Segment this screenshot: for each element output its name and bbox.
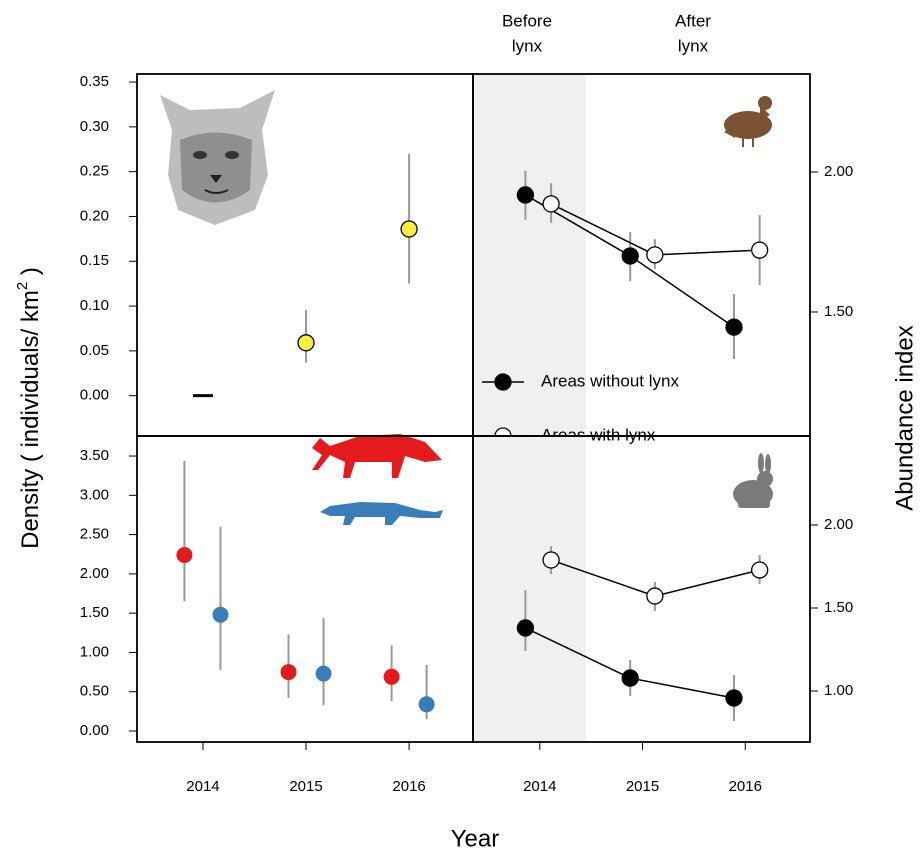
y-tick-label: 0.50 bbox=[80, 683, 109, 700]
annotation: lynx bbox=[678, 36, 709, 55]
point bbox=[647, 247, 663, 263]
point bbox=[212, 607, 228, 623]
point bbox=[316, 666, 332, 682]
y-tick-label: 1.50 bbox=[80, 604, 109, 621]
y-tick-label: 1.50 bbox=[824, 303, 853, 320]
legend-label: Areas without lynx bbox=[541, 371, 679, 390]
point bbox=[517, 187, 533, 203]
y-tick-label: 0.25 bbox=[80, 163, 109, 180]
lynx-icon bbox=[160, 90, 275, 225]
rabbit-icon bbox=[733, 453, 773, 508]
y-tick-label: 0.35 bbox=[80, 73, 109, 90]
y-tick-label: 0.05 bbox=[80, 342, 109, 359]
legend-marker bbox=[495, 374, 511, 390]
mongoose-icon bbox=[320, 502, 443, 525]
x-tick-label: 2016 bbox=[729, 778, 762, 795]
shade-region bbox=[473, 436, 586, 742]
y-tick-label: 0.30 bbox=[80, 118, 109, 135]
figure: 0.00 0.05 0.10 0.15 0.20 0.25 0.30 0.35 1.50 2.00… bbox=[0, 0, 920, 854]
fox-icon bbox=[312, 434, 442, 478]
annotation: After bbox=[675, 11, 711, 30]
y-tick-label: 3.00 bbox=[80, 486, 109, 503]
point bbox=[401, 221, 417, 237]
y-tick-label: 2.00 bbox=[80, 565, 109, 582]
point bbox=[517, 620, 533, 636]
y-tick-label: 1.00 bbox=[824, 682, 853, 699]
point bbox=[543, 196, 559, 212]
x-tick-label: 2015 bbox=[289, 778, 322, 795]
x-tick-label: 2016 bbox=[392, 778, 425, 795]
y-tick-label: 1.00 bbox=[80, 643, 109, 660]
point bbox=[281, 664, 297, 680]
y2-axis-label: Abundance index bbox=[891, 325, 918, 510]
y-tick-label: 0.00 bbox=[80, 722, 109, 739]
x-axis-label: Year bbox=[451, 825, 500, 852]
y-tick-label: 3.50 bbox=[80, 447, 109, 464]
point bbox=[622, 670, 638, 686]
partridge-icon bbox=[724, 96, 772, 147]
annotation: lynx bbox=[512, 36, 543, 55]
x-tick-label: 2014 bbox=[186, 778, 219, 795]
y-tick-label: 0.00 bbox=[80, 387, 109, 404]
y-tick-label: 0.15 bbox=[80, 252, 109, 269]
y-tick-label: 1.50 bbox=[824, 599, 853, 616]
y-tick-label: 2.00 bbox=[824, 163, 853, 180]
x-tick-label: 2015 bbox=[626, 778, 659, 795]
y-tick-label: 0.20 bbox=[80, 207, 109, 224]
point bbox=[752, 562, 768, 578]
annotation: Before bbox=[502, 11, 552, 30]
point bbox=[543, 552, 559, 568]
y-axis-label: Density ( individuals/ km2 ) bbox=[14, 267, 44, 549]
point bbox=[298, 335, 314, 351]
point bbox=[622, 248, 638, 264]
y-tick-label: 0.10 bbox=[80, 297, 109, 314]
point bbox=[752, 242, 768, 258]
panel-frame bbox=[137, 436, 473, 742]
point bbox=[726, 319, 742, 335]
y-axis-label-sup: 2 bbox=[14, 282, 31, 290]
point bbox=[647, 588, 663, 604]
point bbox=[726, 690, 742, 706]
y-axis-label-text: Density ( individuals/ km bbox=[17, 290, 44, 549]
point bbox=[176, 547, 192, 563]
x-tick-label: 2014 bbox=[523, 778, 556, 795]
point bbox=[419, 696, 435, 712]
y-tick-label: 2.00 bbox=[824, 516, 853, 533]
point bbox=[384, 669, 400, 685]
y-tick-label: 2.50 bbox=[80, 526, 109, 543]
y-axis-label-end: ) bbox=[17, 267, 44, 282]
